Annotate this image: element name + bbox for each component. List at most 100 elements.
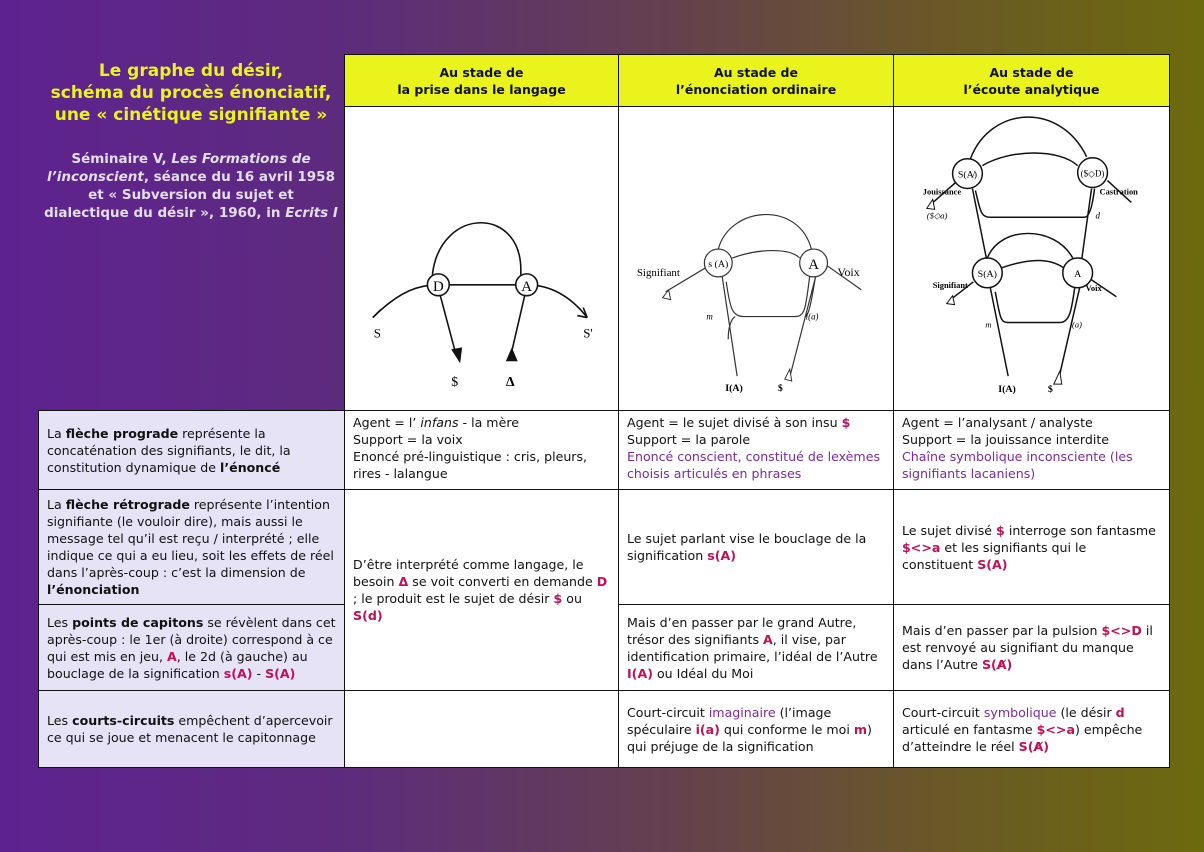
header-stage-analytic: Au stade de l’écoute analytique — [893, 54, 1170, 107]
header-line: l’énonciation ordinaire — [675, 81, 837, 97]
symbol-highlight: S(A) — [977, 556, 1008, 572]
text-segment: Agent = l’ — [353, 415, 421, 430]
diagram-second-floor: s (A) A Signifiant Voix m i(a) I(A) $ — [618, 106, 894, 411]
label-barred-s: $ — [778, 383, 783, 394]
text-segment: Support = la voix — [353, 432, 463, 447]
text-segment: , le 2d (à gauche) au bouclage de la sig… — [47, 648, 308, 681]
page-title: Le graphe du désir, schéma du procès éno… — [38, 60, 344, 126]
text-segment: ) qui préjuge de la signification — [627, 721, 872, 754]
text-segment: , séance du 16 avril 1958 et « Subversio… — [44, 169, 335, 221]
node-s-A — [703, 248, 733, 278]
bold-term: flèche prograde — [65, 425, 179, 441]
text-segment: (l’image spéculaire — [627, 704, 832, 737]
text-segment: (le désir — [1056, 704, 1116, 720]
bold-term: l’énonciation — [47, 582, 140, 597]
text-segment: Court-circuit — [902, 704, 984, 720]
node-A — [1062, 257, 1094, 289]
source-reference: Séminaire V, Les Formations de l’inconsc… — [44, 150, 338, 222]
symbol-highlight: I(A) — [627, 665, 653, 681]
text-segment: et les signifiants qui le constituent — [902, 539, 1087, 572]
symbol-highlight: $ — [553, 591, 563, 606]
text-segment: il est renvoyé au signifiant du manque d… — [902, 623, 1153, 672]
label-D: D — [433, 279, 444, 295]
symbol-highlight: $ — [996, 522, 1005, 538]
header-line: l’écoute analytique — [963, 81, 1100, 97]
symbol-highlight: A — [167, 648, 177, 664]
header-line: Au stade de — [439, 64, 524, 80]
triangle-icon — [505, 347, 518, 362]
graph-analytic: S(A̸) ($◇D) Jouissance Castration ($◇a) … — [923, 116, 1139, 395]
label-A: A — [521, 279, 532, 295]
label-m: m — [706, 312, 713, 322]
row-prograde-stage-ordinary: Agent = le sujet divisé à son insu $ Supp… — [618, 410, 894, 490]
text-segment: Agent = le sujet divisé à son insu — [627, 415, 842, 430]
text-segment: Enoncé pré-linguistique : cris, pleurs, … — [353, 449, 588, 481]
symbol-highlight: $<>D — [1101, 623, 1142, 638]
graph-ordinary: s (A) A Signifiant Voix m i(a) I(A) $ — [637, 214, 862, 394]
symbol-highlight: i(a) — [695, 721, 720, 737]
row-short-circuits-label: Les courts-circuits empêchent d’apercevo… — [38, 690, 345, 768]
node-drive — [1076, 156, 1109, 189]
node-S-A-barred — [951, 157, 984, 190]
label-signifiant: Signifiant — [933, 280, 968, 290]
label-voix: Voix — [1086, 283, 1103, 293]
header-stage-language: Au stade de la prise dans le langage — [344, 54, 619, 107]
label-castration: Castration — [1100, 186, 1139, 196]
triangle-icon — [661, 288, 672, 301]
label-A: A — [808, 257, 819, 273]
row-prograde-stage-language: Agent = l’ infans - la mère Support = la … — [344, 410, 619, 490]
symbol-highlight: $<>a — [902, 539, 941, 555]
text-segment: Agent = l’analysant / analyste — [902, 415, 1093, 430]
label-A: A — [1074, 269, 1082, 280]
label-signifiant: Signifiant — [637, 267, 680, 279]
label-barred-s: $ — [451, 375, 458, 390]
text-segment: ou — [562, 591, 582, 606]
triangle-icon — [945, 294, 956, 306]
header-line: la prise dans le langage — [397, 81, 566, 97]
row-short-circuits-stage-language — [344, 690, 619, 768]
purple-text: Enoncé conscient, constitué de lexèmes c… — [627, 449, 881, 481]
row-prograde-label: La flèche prograde représente la concaté… — [38, 410, 345, 490]
label-S-prime: S' — [583, 326, 593, 340]
label-m: m — [985, 319, 991, 329]
row-prograde-stage-analytic: Agent = l’analysant / analyste Support = … — [893, 410, 1170, 490]
label-S-A-barred: S(A̸) — [958, 170, 977, 181]
header-stage-ordinary: Au stade de l’énonciation ordinaire — [618, 54, 894, 107]
text-segment: Séminaire V, — [71, 151, 172, 167]
text-segment: empêchent d’apercevoir ce qui se joue et… — [47, 713, 333, 745]
node-D — [426, 273, 451, 297]
text-segment: infans — [420, 415, 459, 430]
label-voix: Voix — [837, 265, 859, 279]
text-segment: - — [252, 665, 266, 681]
title-line: schéma du procès énonciatif, — [50, 83, 332, 103]
row-retrograde-stage-analytic: Le sujet divisé $ interroge son fantasme… — [893, 489, 1170, 605]
symbol-highlight: S(A̸) — [1018, 738, 1049, 754]
bold-term: courts-circuits — [72, 713, 175, 728]
text-segment: ou Idéal du Moi — [652, 665, 754, 681]
purple-text: symbolique — [983, 704, 1057, 720]
symbol-highlight: A — [763, 631, 773, 647]
text-segment: Ecrits I — [285, 205, 338, 221]
text-segment: La — [47, 425, 66, 441]
arrowhead-icon — [451, 347, 463, 364]
text-segment: articulé en fantasme — [902, 721, 1037, 737]
text-segment: Le sujet divisé — [902, 522, 997, 538]
symbol-highlight: s(A) — [707, 548, 737, 563]
text-segment: Les — [47, 614, 73, 630]
text-segment: - la mère — [458, 415, 519, 430]
title-line: Le graphe du désir, — [98, 61, 284, 81]
text-segment: Les — [47, 713, 73, 728]
text-segment: Mais d’en passer par la pulsion — [902, 623, 1102, 638]
text-segment: représente la concaténation des signifia… — [47, 425, 291, 475]
bold-term: points de capitons — [72, 614, 204, 630]
row-retrograde-label: La flèche rétrograde représente l’intent… — [38, 489, 345, 605]
label-I-A: I(A) — [725, 383, 743, 394]
label-S-A: S(A) — [978, 269, 997, 280]
text-segment: Support = la parole — [627, 432, 751, 447]
purple-text: Chaîne symbolique inconsciente (les sign… — [902, 449, 1133, 481]
triangle-icon — [1053, 369, 1063, 385]
row-retrograde-stage-language: D’être interprété comme langage, le beso… — [344, 489, 619, 691]
text-segment: Support = la jouissance interdite — [902, 432, 1110, 447]
text-segment: se révèlent dans cet après-coup : le 1er… — [47, 614, 336, 664]
purple-text: imaginaire — [708, 704, 776, 720]
